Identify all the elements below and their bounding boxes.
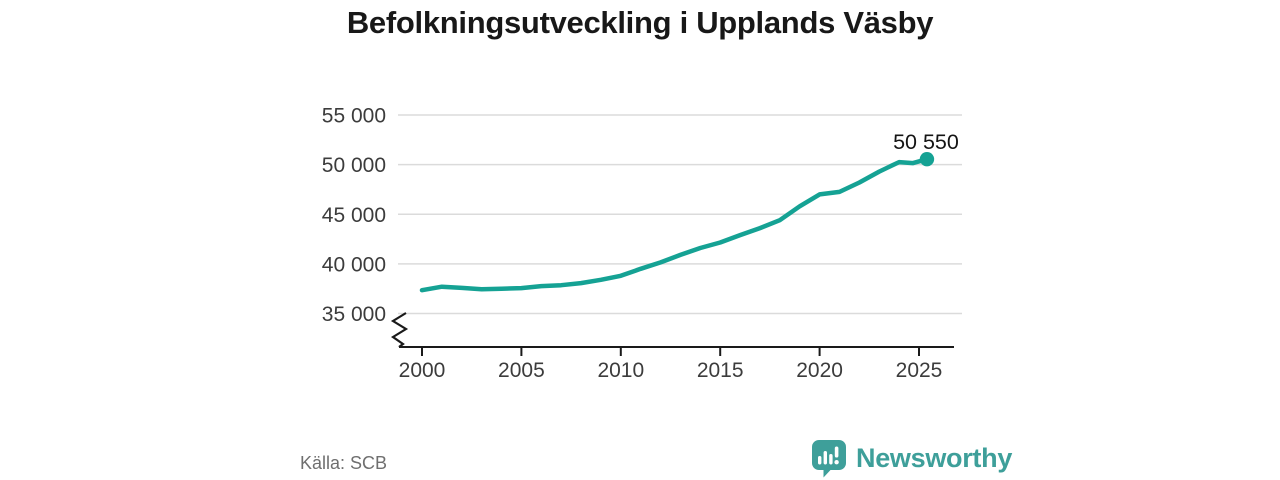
newsworthy-logo: Newsworthy (811, 439, 1012, 478)
y-axis-label: 40 000 (322, 253, 386, 276)
x-axis-label: 2020 (796, 359, 843, 382)
newsworthy-logo-icon (811, 439, 847, 478)
population-line (419, 156, 930, 293)
newsworthy-logo-text: Newsworthy (856, 443, 1013, 473)
y-axis-label: 50 000 (322, 154, 386, 177)
x-axis-label: 2010 (597, 359, 644, 382)
source-label: Källa: SCB (300, 453, 388, 473)
speech-bubble-shape (812, 440, 846, 478)
end-value-label: 50 550 (893, 130, 959, 154)
x-axis-label: 2025 (896, 359, 943, 382)
y-axis-label: 35 000 (322, 303, 386, 326)
end-point-dot (919, 151, 935, 167)
chart-bars-icon (818, 446, 839, 465)
y-axis-label: 55 000 (322, 105, 386, 128)
y-axis-label: 45 000 (322, 204, 386, 227)
axis-break-icon (390, 312, 409, 348)
x-axis-label: 2015 (697, 359, 744, 382)
x-axis-label: 2000 (399, 359, 446, 382)
x-axis-label: 2005 (498, 359, 545, 382)
page-title: Befolkningsutveckling i Upplands Väsby (346, 5, 934, 40)
